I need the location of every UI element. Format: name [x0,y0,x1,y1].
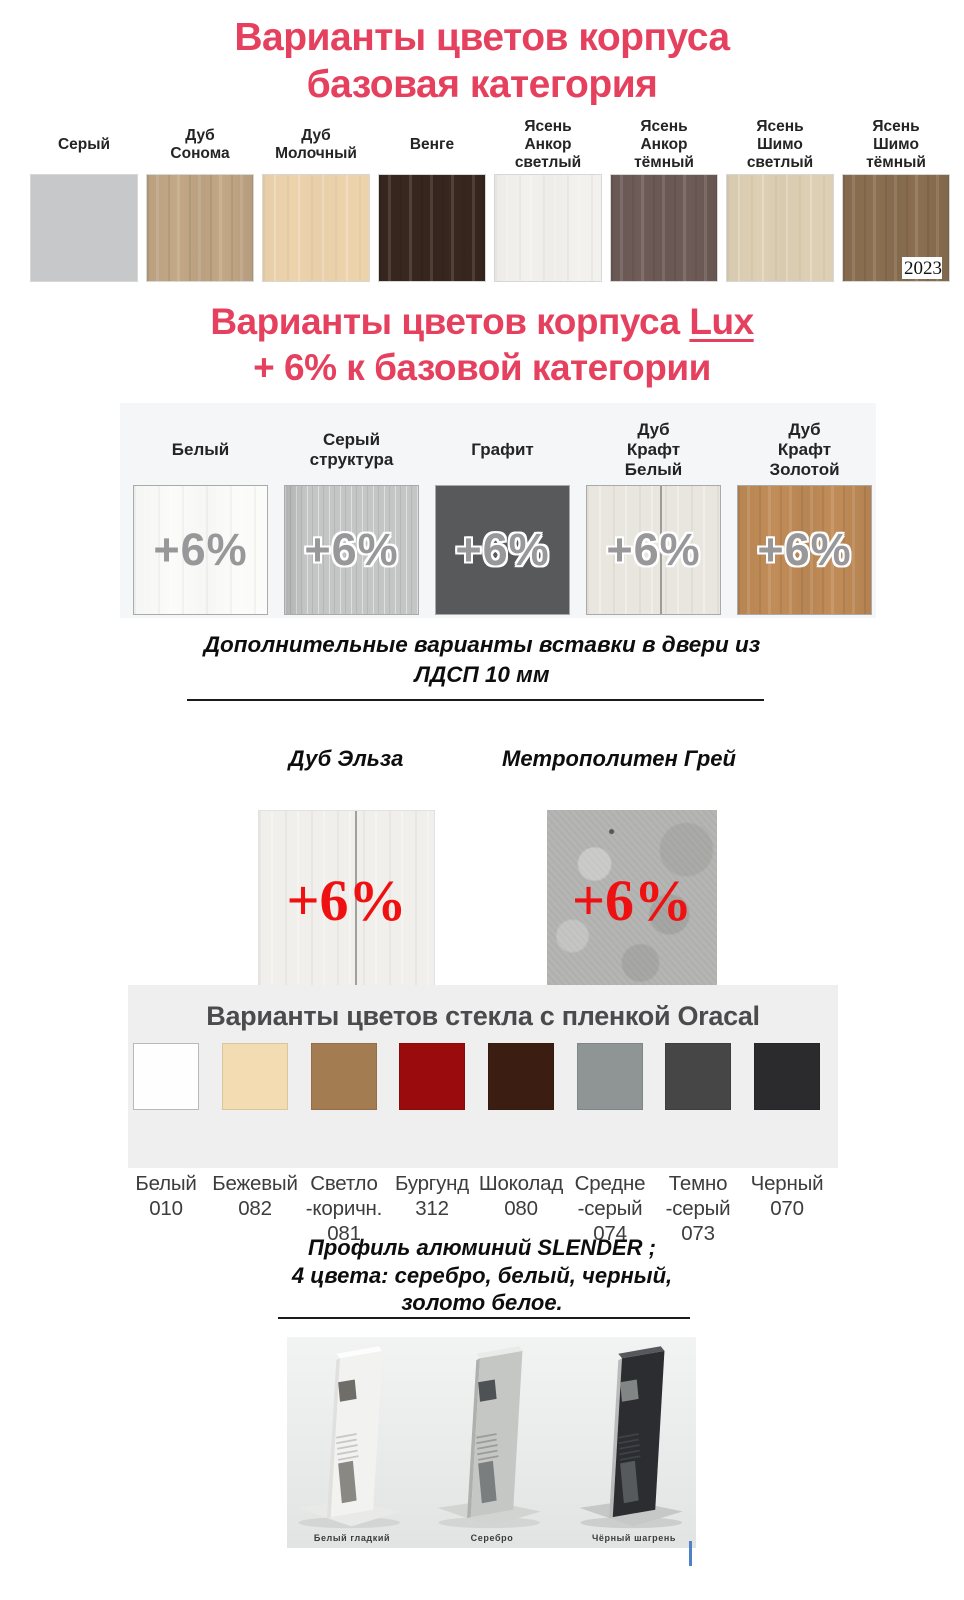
swatch-chocolate-080 [488,1043,554,1110]
swatch-label: Белый 010 [135,1172,197,1220]
swatch-column-seryi: Серый [30,118,138,282]
lux-colors-title: Варианты цветов корпуса Lux + 6% к базов… [0,299,964,391]
swatch-dub-elza: +6% [258,810,435,990]
swatch-label: Белый [171,440,230,460]
text-cursor-mark [689,1541,692,1566]
swatch-dub-kraft-zolotoi: +6% [737,485,872,615]
swatch-column-yasen-shimo-svetlyi: Ясень Шимо светлый [726,118,834,282]
swatch-beige-082 [222,1043,288,1110]
swatch-dark-gray-073 [665,1043,731,1110]
swatch-column-yasen-ankor-temnyi: Ясень Анкор тёмный [610,118,718,282]
swatch-label: Дуб Крафт Белый [624,420,683,479]
swatch-label: Серый структура [309,430,394,469]
ldsp-divider [187,699,764,701]
surcharge-text-red: +6% [286,867,407,933]
swatch-yasen-shimo-svetlyi [726,174,834,282]
swatch-label-dub-elza: Дуб Эльза [288,746,404,771]
swatch-label: Ясень Анкор светлый [514,118,582,171]
swatch-label: Дуб Сонома [170,127,230,162]
swatch-column-dark-gray-073: Темно -серый 073 [665,1043,731,1245]
swatch-label: Дуб Молочный [275,127,357,162]
aluminium-profile-silver [437,1346,541,1529]
oracal-title: Варианты цветов стекла с пленкой Oracal [206,1001,760,1031]
swatch-column-seryi-struktura: Серый структура +6% [284,415,419,615]
swatch-label-metropoliten-grey: Метрополитен Грей [502,746,736,771]
swatch-label: Дуб Крафт Золотой [769,420,840,479]
ldsp-heading: Дополнительные варианты вставки в двери … [203,632,761,687]
swatch-dub-sonoma [146,174,254,282]
surcharge-text-red: +6% [571,867,693,933]
swatch-dub-molochnyi [262,174,370,282]
aluminium-profile-white [297,1346,401,1529]
swatch-column-venge: Венге [378,118,486,282]
swatch-label: Бургунд 312 [394,1172,470,1220]
lux-title-line2: + 6% к базовой категории [253,347,711,388]
lux-title-prefix: Варианты цветов корпуса [210,301,690,342]
swatch-column-dub-kraft-belyi: Дуб Крафт Белый +6% [586,415,721,615]
base-colors-title-line1: Варианты цветов корпуса [234,16,730,59]
swatch-dub-kraft-belyi: +6% [586,485,721,615]
swatch-column-chocolate-080: Шоколад 080 [479,1043,563,1220]
swatch-light-brown-081 [311,1043,377,1110]
surcharge-text: +6% [757,524,852,575]
swatch-metropoliten-grey: +6% [547,810,717,990]
lux-link-text: Lux [689,301,754,342]
surcharge-text: +6% [304,524,399,575]
swatch-column-yasen-ankor-svetlyi: Ясень Анкор светлый [494,118,602,282]
base-colors-title: Варианты цветов корпуса базовая категори… [0,14,964,108]
swatch-label: Серый [57,136,111,154]
surcharge-text: +6% [153,524,248,575]
profile-heading: Профиль алюминий SLENDER ; 4 цвета: сере… [291,1235,673,1315]
swatch-column-dub-molochnyi: Дуб Молочный [262,118,370,282]
swatch-column-mid-gray-074: Средне -серый 074 [575,1043,646,1245]
swatch-label: Ясень Анкор тёмный [634,118,694,171]
swatch-label: Светло -коричн. 081 [305,1172,383,1245]
profile-label-silver: Серебро [470,1533,514,1543]
swatch-burgund-312 [399,1043,465,1110]
oracal-panel: Варианты цветов стекла с пленкой Oracal … [128,985,838,1245]
swatch-label: Черный 070 [750,1172,824,1220]
aluminium-profile-black [579,1346,683,1529]
swatch-yasen-ankor-svetlyi [494,174,602,282]
year-mark: 2023 [902,257,942,279]
swatch-column-black-070: Черный 070 [751,1043,824,1220]
swatch-seryi [30,174,138,282]
swatch-label: Ясень Шимо светлый [746,118,814,171]
swatch-column-yasen-shimo-temnyi: Ясень Шимо тёмный [842,118,950,282]
profile-divider [278,1317,690,1319]
swatch-label: Шоколад 080 [478,1172,564,1220]
swatch-column-dub-kraft-zolotoi: Дуб Крафт Золотой +6% [737,415,872,615]
lux-title-line1: Варианты цветов корпуса Lux [0,299,964,345]
swatch-seryi-struktura: +6% [284,485,419,615]
swatch-column-belyi: Белый +6% [133,415,268,615]
swatch-mid-gray-074 [577,1043,643,1110]
swatch-label: Бежевый 082 [212,1172,298,1220]
base-colors-title-line2: базовая категория [306,63,658,106]
swatch-column-burgund-312: Бургунд 312 [395,1043,469,1220]
surcharge-text: +6% [606,524,701,575]
swatch-column-white-010: Белый 010 [133,1043,199,1220]
swatch-label: Графит [471,440,534,460]
swatch-label: Темно -серый 073 [665,1172,731,1245]
profile-label-black: Чёрный шагрень [591,1533,677,1543]
swatch-black-070 [754,1043,820,1110]
profile-label-white: Белый гладкий [313,1533,391,1543]
swatch-venge [378,174,486,282]
profile-image-panel: Белый гладкий Серебро Чёрный шагрень [287,1337,696,1548]
swatch-column-beige-082: Бежевый 082 [212,1043,298,1220]
swatch-label: Средне -серый 074 [574,1172,646,1245]
swatch-grafit: +6% [435,485,570,615]
lux-swatches-panel: Белый +6% Серый структура +6% Графит +6%… [120,403,876,618]
surcharge-text: +6% [455,524,550,575]
swatch-label: Ясень Шимо тёмный [866,118,926,171]
swatch-label: Венге [409,136,455,154]
swatch-column-light-brown-081: Светло -коричн. 081 [306,1043,382,1245]
swatch-column-grafit: Графит +6% [435,415,570,615]
swatch-belyi: +6% [133,485,268,615]
swatch-white-010 [133,1043,199,1110]
swatch-column-dub-sonoma: Дуб Сонома [146,118,254,282]
swatch-yasen-ankor-temnyi [610,174,718,282]
